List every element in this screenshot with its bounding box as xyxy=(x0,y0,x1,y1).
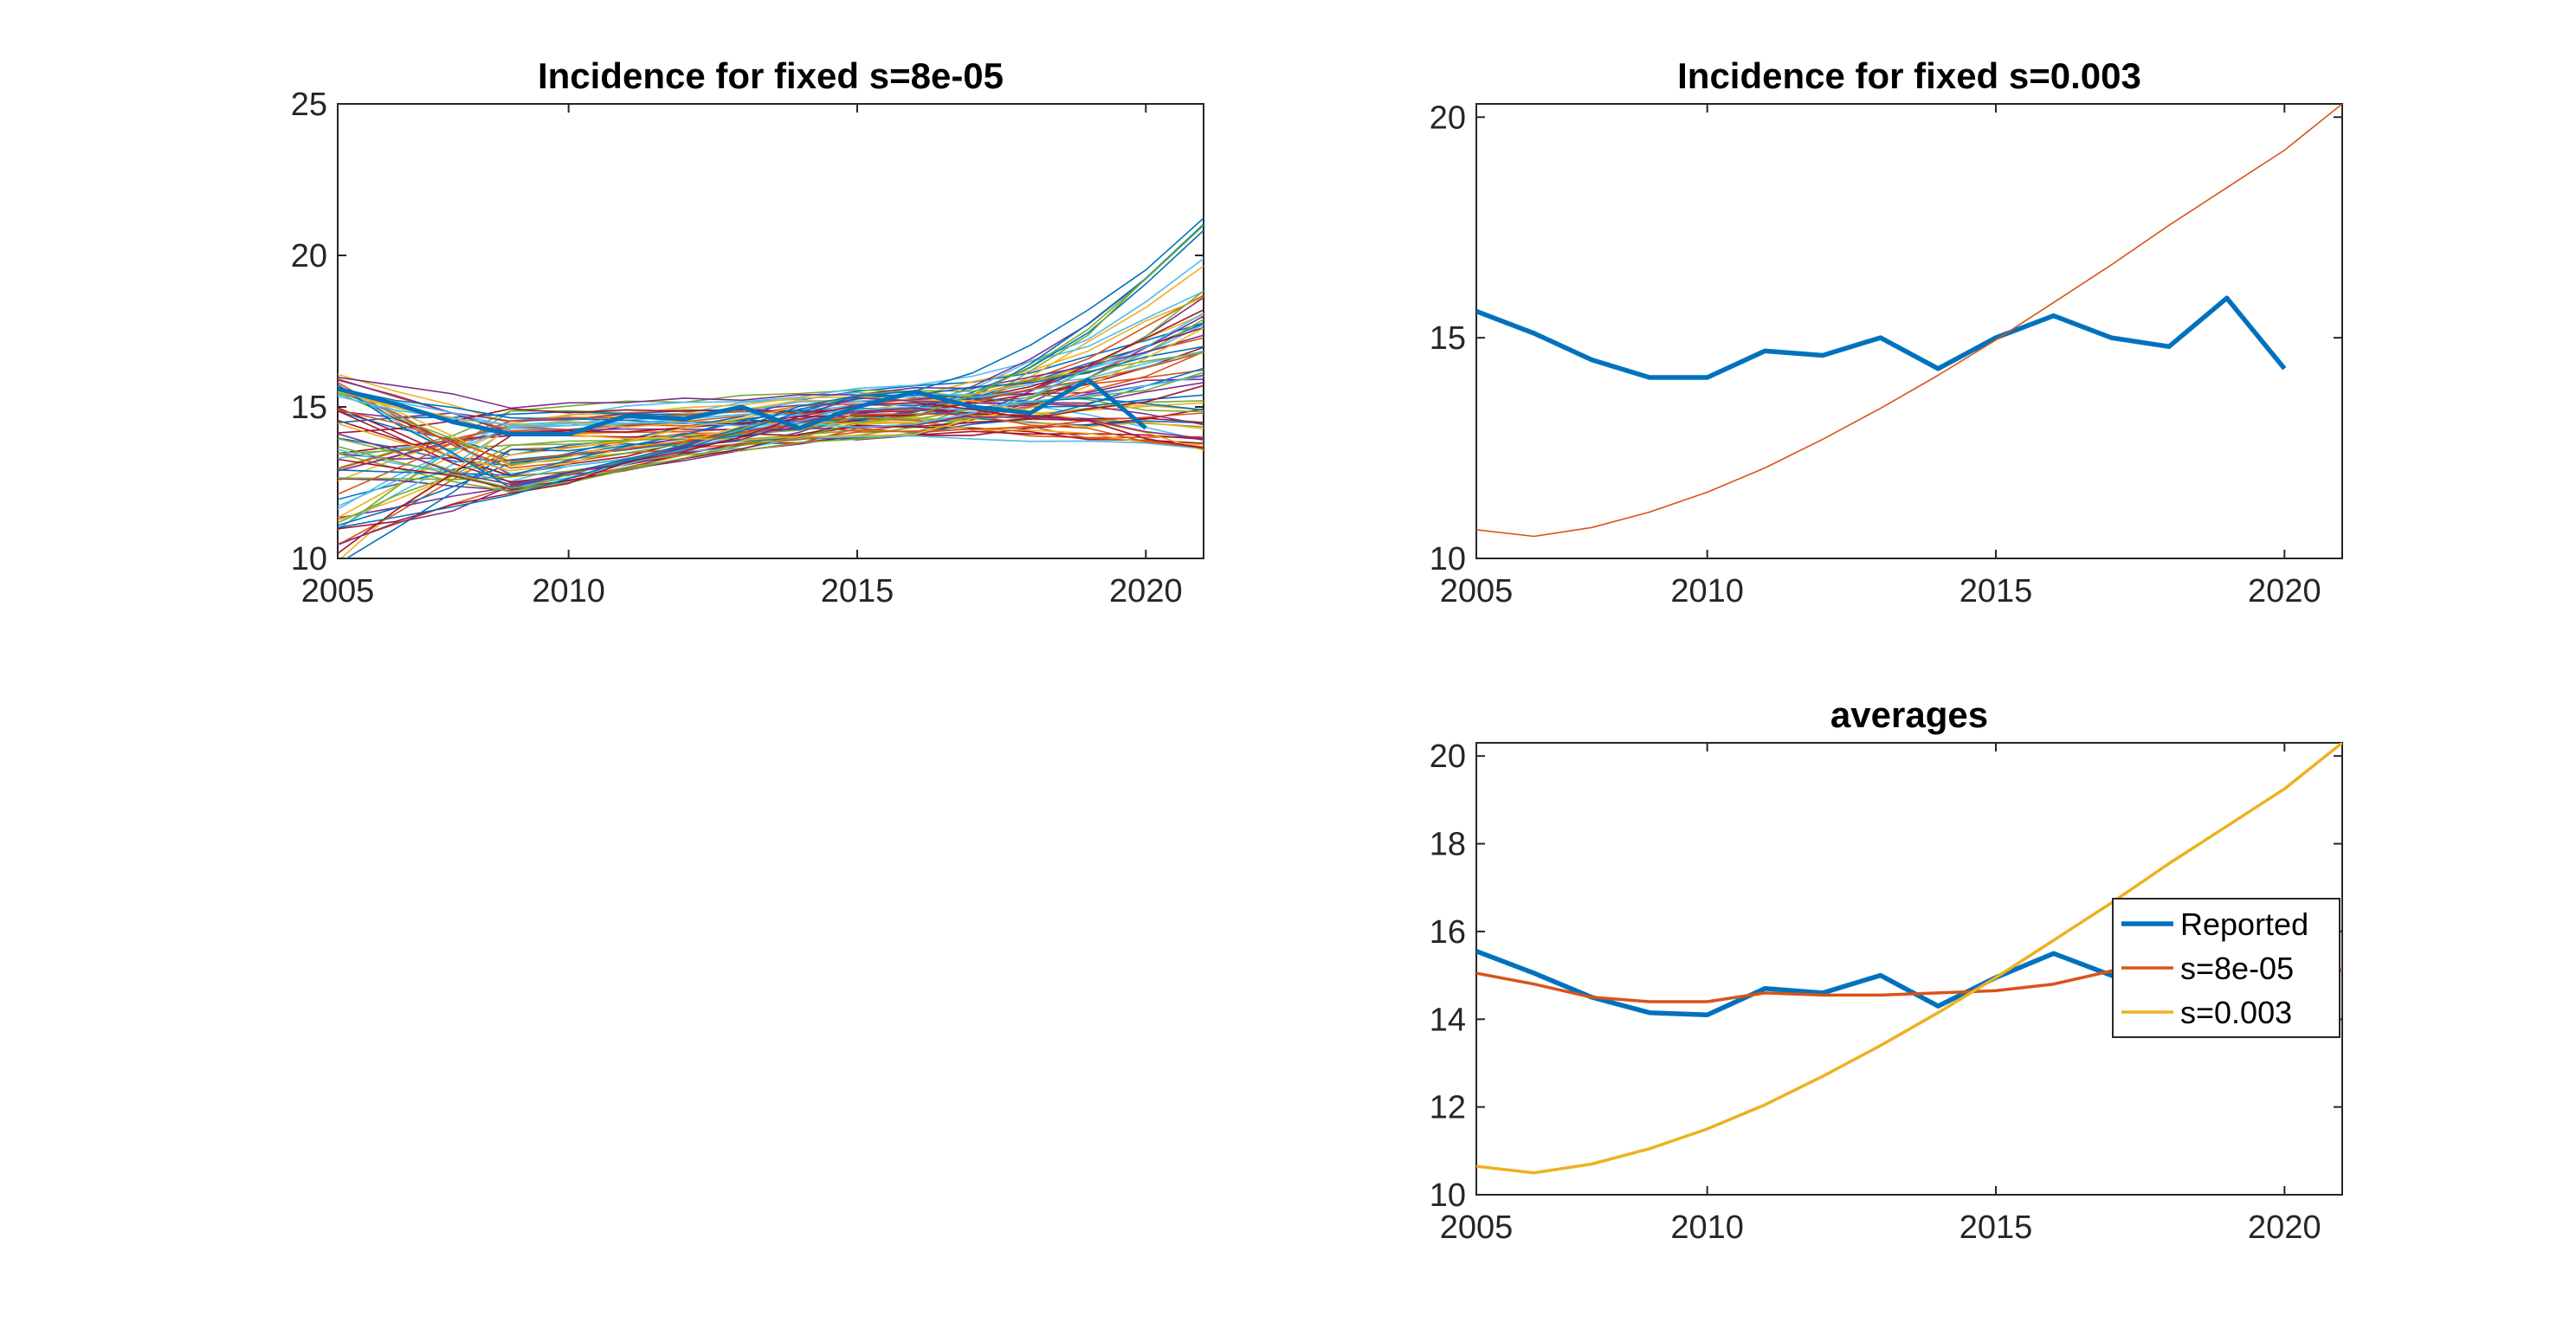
simulation-run-line xyxy=(338,334,1204,410)
panel-incidence-s8e-05: 2005 2010 2015 2020 10 15 20 25 Incidence for f… xyxy=(291,55,1204,609)
simulation-run-line xyxy=(338,407,1204,486)
axis-ticks: 2005 2010 2015 2020 10 15 20 25 xyxy=(291,87,1204,609)
axes-box xyxy=(337,103,1204,559)
simulation-run-line xyxy=(338,217,1204,529)
legend-label: s=0.003 xyxy=(2180,995,2292,1030)
simulation-run-line xyxy=(338,407,1204,434)
chart-title: averages xyxy=(1830,694,1988,735)
y-tick-label: 15 xyxy=(1430,320,1466,357)
y-tick-label: 12 xyxy=(1430,1090,1466,1126)
y-tick-label: 16 xyxy=(1430,914,1466,951)
y-tick-label: 10 xyxy=(291,541,327,577)
legend-label: Reported xyxy=(2180,906,2308,942)
y-tick-label: 10 xyxy=(1430,541,1466,577)
series-line-0 xyxy=(1476,295,2287,380)
simulation-run-line xyxy=(338,390,1204,475)
y-tick-label: 20 xyxy=(1430,100,1466,136)
y-tick-label: 18 xyxy=(1430,827,1466,863)
simulation-run-line xyxy=(338,224,1204,489)
chart-title: Incidence for fixed s=0.003 xyxy=(1677,55,2141,96)
series-line-2 xyxy=(1476,743,2342,1175)
axis-ticks: 2005 2010 2015 2020 10 12 14 16 18 20 xyxy=(1430,738,2342,1246)
x-tick-label: 2015 xyxy=(1959,1209,2033,1246)
axis-ticks: 2005 2010 2015 2020 10 15 20 xyxy=(1430,100,2342,609)
x-tick-label: 2005 xyxy=(301,573,375,609)
x-tick-label: 2020 xyxy=(2248,1209,2321,1246)
simulation-run-line xyxy=(338,297,1204,472)
legend: Reported s=8e-05 s=0.003 xyxy=(2112,898,2340,1038)
y-tick-label: 10 xyxy=(1430,1177,1466,1214)
plot-lines xyxy=(338,217,1204,558)
x-tick-label: 2015 xyxy=(1959,573,2033,609)
legend-label: s=8e-05 xyxy=(2180,951,2294,986)
reported-series-line xyxy=(338,377,1147,436)
x-tick-label: 2005 xyxy=(1440,1209,1514,1246)
panel-averages: 2005 2010 2015 2020 10 12 14 16 18 20 averages Re… xyxy=(1430,694,2343,1246)
simulation-run-line xyxy=(338,378,1204,422)
series-line-1 xyxy=(1476,104,2342,538)
x-tick-label: 2020 xyxy=(2248,573,2321,609)
y-tick-label: 20 xyxy=(1430,738,1466,775)
panel-incidence-s0-003: 2005 2010 2015 2020 10 15 20 Incidence for fix… xyxy=(1430,55,2343,609)
simulation-run-line xyxy=(338,350,1204,428)
x-tick-label: 2015 xyxy=(821,573,894,609)
simulation-run-line xyxy=(338,290,1204,510)
y-tick-label: 14 xyxy=(1430,1002,1466,1038)
x-tick-label: 2020 xyxy=(1109,573,1183,609)
simulation-run-line xyxy=(338,409,1204,462)
x-tick-label: 2010 xyxy=(1670,1209,1744,1246)
y-tick-label: 20 xyxy=(291,238,327,274)
x-tick-label: 2010 xyxy=(1670,573,1744,609)
chart-title: Incidence for fixed s=8e-05 xyxy=(538,55,1004,96)
simulation-run-line xyxy=(338,402,1204,530)
x-tick-label: 2005 xyxy=(1440,573,1514,609)
y-tick-label: 25 xyxy=(291,87,327,123)
axes-box xyxy=(1475,103,2343,559)
plot-lines xyxy=(1476,104,2342,538)
x-tick-label: 2010 xyxy=(532,573,605,609)
y-tick-label: 15 xyxy=(291,390,327,426)
simulation-run-line xyxy=(338,312,1204,429)
